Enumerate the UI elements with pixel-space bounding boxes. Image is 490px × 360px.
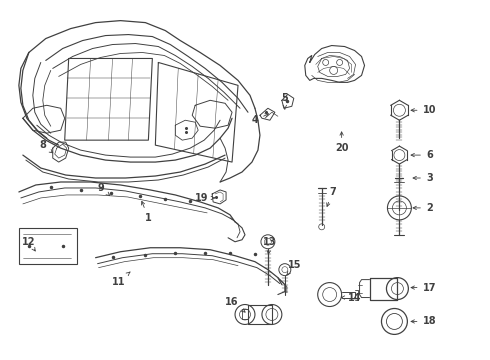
Text: 18: 18 xyxy=(411,316,436,327)
Text: 13: 13 xyxy=(263,237,277,254)
Text: 6: 6 xyxy=(411,150,433,160)
Text: 4: 4 xyxy=(251,114,269,125)
Text: 7: 7 xyxy=(327,187,336,206)
Text: 1: 1 xyxy=(142,201,152,223)
Text: 12: 12 xyxy=(22,237,36,251)
Text: 11: 11 xyxy=(112,272,130,287)
Text: 16: 16 xyxy=(225,297,245,312)
Text: 3: 3 xyxy=(413,173,433,183)
Text: 9: 9 xyxy=(97,183,110,195)
Text: 5: 5 xyxy=(281,93,288,109)
Text: 19: 19 xyxy=(196,193,215,203)
Text: 10: 10 xyxy=(411,105,436,115)
Text: 2: 2 xyxy=(413,203,433,213)
Text: 14: 14 xyxy=(342,293,361,302)
Text: 17: 17 xyxy=(411,283,436,293)
Text: 20: 20 xyxy=(335,132,348,153)
Text: 8: 8 xyxy=(39,140,53,153)
Text: 15: 15 xyxy=(287,260,301,275)
